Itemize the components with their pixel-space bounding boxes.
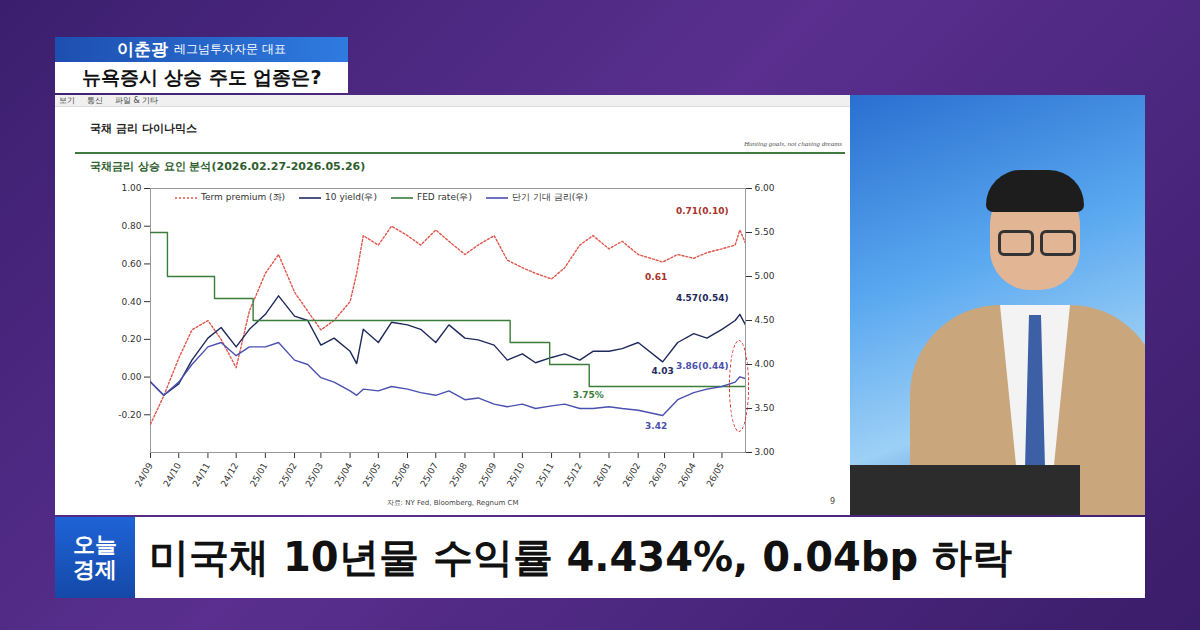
svg-text:4.50: 4.50	[755, 315, 775, 325]
svg-text:5.00: 5.00	[755, 271, 775, 281]
svg-text:25/05: 25/05	[361, 461, 383, 488]
html-text:파일 & 기타: 파일 & 기타	[115, 96, 159, 105]
svg-text:3.42: 3.42	[645, 421, 667, 431]
html-text:이춘광 레그넘투자자문 대표: 이춘광 레그넘투자자문 대표	[117, 39, 286, 59]
svg-text:1.00: 1.00	[121, 183, 141, 193]
svg-text:25/12: 25/12	[562, 461, 584, 488]
svg-text:25/07: 25/07	[418, 461, 440, 488]
svg-text:0.80: 0.80	[121, 221, 141, 231]
svg-text:25/08: 25/08	[448, 461, 470, 489]
html-text:국채금리 상승 요인 분석(2026.02.27-2026.: 국채금리 상승 요인 분석(2026.02.27-2026.05.26)	[90, 160, 366, 173]
svg-text:0.00: 0.00	[121, 372, 141, 382]
svg-text:24/10: 24/10	[161, 461, 183, 489]
svg-text:24/11: 24/11	[191, 461, 213, 488]
svg-text:3.50: 3.50	[755, 403, 775, 413]
svg-text:-0.20: -0.20	[118, 410, 142, 420]
html-text:뉴욕증시 상승 주도 업종은?: 뉴욕증시 상승 주도 업종은?	[81, 65, 322, 88]
svg-text:0.40: 0.40	[121, 297, 141, 307]
svg-text:25/11: 25/11	[534, 461, 556, 488]
html-text:오늘: 오늘	[73, 532, 117, 558]
svg-text:0.61: 0.61	[645, 272, 667, 282]
svg-text:0.60: 0.60	[121, 259, 141, 269]
svg-text:26/01: 26/01	[592, 461, 614, 488]
svg-text:26/04: 26/04	[676, 461, 698, 489]
html-text:경제: 경제	[73, 556, 117, 582]
svg-text:25/06: 25/06	[390, 461, 412, 489]
html-text:보기: 보기	[59, 96, 75, 105]
html-text:미국채 10년물 수익률 4.434%, 0.04bp 하락: 미국채 10년물 수익률 4.434%, 0.04bp 하락	[149, 534, 1012, 580]
svg-text:0.20: 0.20	[121, 334, 141, 344]
svg-text:26/03: 26/03	[647, 461, 669, 488]
svg-text:24/09: 24/09	[133, 461, 155, 489]
svg-text:4.57(0.54): 4.57(0.54)	[676, 293, 729, 303]
svg-text:4.03: 4.03	[652, 366, 674, 376]
svg-text:24/12: 24/12	[219, 461, 241, 488]
svg-text:6.00: 6.00	[755, 183, 775, 193]
svg-text:25/09: 25/09	[477, 461, 499, 489]
html-text:9: 9	[830, 497, 836, 506]
html-text:단기 기대 금리(우): 단기 기대 금리(우)	[512, 192, 588, 202]
svg-text:5.50: 5.50	[755, 227, 775, 237]
svg-text:25/10: 25/10	[505, 461, 527, 489]
svg-text:3.00: 3.00	[755, 447, 775, 457]
html-text:국채 금리 다이나믹스: 국채 금리 다이나믹스	[90, 122, 197, 135]
svg-text:26/05: 26/05	[705, 461, 727, 488]
svg-text:3.75%: 3.75%	[573, 390, 604, 400]
html-text:Term premium (좌): Term premium (좌)	[201, 192, 286, 202]
svg-text:4.00: 4.00	[755, 359, 775, 369]
html-text:FED rate(우): FED rate(우)	[417, 192, 472, 202]
html-text:10 yield(우): 10 yield(우)	[325, 192, 377, 202]
html-text:자료: NY Fed, Bloomberg, Regnum: 자료: NY Fed, Bloomberg, Regnum CM	[386, 499, 519, 507]
svg-text:3.86(0.44): 3.86(0.44)	[676, 361, 729, 371]
svg-text:25/03: 25/03	[304, 461, 326, 488]
html-text:통신: 통신	[87, 96, 103, 105]
svg-text:25/02: 25/02	[277, 461, 299, 488]
svg-text:0.71(0.10): 0.71(0.10)	[676, 206, 729, 216]
svg-text:25/01: 25/01	[248, 461, 270, 488]
svg-text:25/04: 25/04	[333, 461, 355, 489]
svg-text:26/02: 26/02	[621, 461, 643, 488]
html-text:Hunting goals, not chasing dre: Hunting goals, not chasing dreams	[744, 140, 842, 148]
